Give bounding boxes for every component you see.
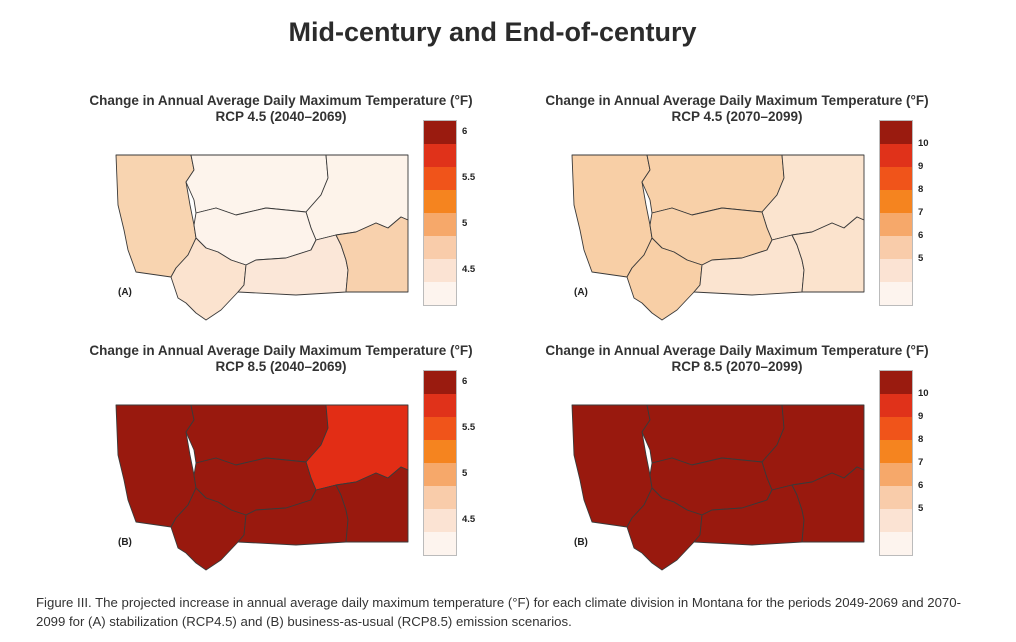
legend-swatch (424, 167, 456, 190)
legend-swatch (880, 167, 912, 190)
legend-swatch (880, 236, 912, 259)
legend-tick-label: 5 (918, 252, 924, 264)
legend-swatch (880, 440, 912, 463)
climate-division-nc (185, 404, 329, 466)
panel-title-line1: Change in Annual Average Daily Maximum T… (545, 93, 929, 108)
map-panel-rcp45-mid: Change in Annual Average Daily Maximum T… (66, 93, 516, 333)
legend-swatch (880, 532, 912, 555)
legend-swatch (880, 371, 912, 394)
legend-tick-label: 5 (462, 468, 468, 479)
legend-swatch (880, 463, 912, 486)
legend-tick-label: 6 (918, 479, 924, 491)
legend-swatch (880, 121, 912, 144)
color-legend (879, 370, 913, 556)
map-panel-rcp85-end: Change in Annual Average Daily Maximum T… (522, 343, 972, 583)
panel-title-line1: Change in Annual Average Daily Maximum T… (545, 343, 929, 358)
legend-swatch (880, 144, 912, 167)
legend-swatch (424, 144, 456, 167)
panel-title-line2: RCP 8.5 (2040–2069) (215, 359, 347, 374)
legend-swatch (880, 190, 912, 213)
panel-letter: (B) (574, 537, 588, 548)
panel-title: Change in Annual Average Daily Maximum T… (66, 343, 496, 375)
page-title: Mid-century and End-of-century (288, 17, 697, 47)
montana-climate-division-map (115, 404, 409, 571)
legend-swatch (424, 509, 456, 532)
legend-tick-label: 5 (918, 502, 924, 514)
legend-swatch (424, 190, 456, 213)
panel-title-line2: RCP 4.5 (2070–2099) (671, 109, 803, 124)
panel-letter: (B) (118, 537, 132, 548)
panel-title-line1: Change in Annual Average Daily Maximum T… (89, 93, 473, 108)
legend-swatch (424, 394, 456, 417)
legend-swatch (424, 213, 456, 236)
panel-title: Change in Annual Average Daily Maximum T… (522, 93, 952, 125)
panel-title-line2: RCP 4.5 (2040–2069) (215, 109, 347, 124)
legend-swatch (880, 509, 912, 532)
panel-letter: (A) (118, 287, 132, 298)
panel-title-line1: Change in Annual Average Daily Maximum T… (89, 343, 473, 358)
legend-swatch (424, 371, 456, 394)
legend-tick-label: 4.5 (462, 264, 476, 275)
legend-swatch (424, 532, 456, 555)
color-legend (423, 370, 457, 556)
legend-tick-label: 7 (918, 456, 924, 468)
montana-climate-division-map (571, 154, 865, 321)
legend-tick-label: 10 (918, 387, 929, 399)
legend-swatch (424, 463, 456, 486)
legend-tick-label: 6 (462, 376, 468, 387)
climate-division-se (335, 216, 409, 293)
legend-swatch (880, 417, 912, 440)
legend-swatch (424, 440, 456, 463)
panel-title: Change in Annual Average Daily Maximum T… (66, 93, 496, 125)
legend-tick-label: 6 (918, 229, 924, 241)
climate-division-se (791, 216, 865, 293)
color-legend (879, 120, 913, 306)
legend-swatch (880, 282, 912, 305)
legend-swatch (880, 486, 912, 509)
climate-division-nc (641, 154, 785, 216)
legend-tick-label: 4.5 (462, 514, 476, 525)
legend-swatch (424, 282, 456, 305)
climate-division-nc (641, 404, 785, 466)
legend-tick-label: 9 (918, 410, 924, 422)
legend-tick-label: 10 (918, 137, 929, 149)
legend-tick-label: 6 (462, 126, 468, 137)
panel-title-line2: RCP 8.5 (2070–2099) (671, 359, 803, 374)
legend-swatch (880, 213, 912, 236)
legend-tick-label: 9 (918, 160, 924, 172)
legend-swatch (424, 417, 456, 440)
legend-swatch (424, 121, 456, 144)
montana-climate-division-map (571, 404, 865, 571)
legend-swatch (880, 259, 912, 282)
figure-caption: Figure III. The projected increase in an… (36, 595, 961, 629)
legend-swatch (424, 486, 456, 509)
legend-swatch (424, 259, 456, 282)
legend-tick-label: 5 (462, 218, 468, 229)
map-panel-rcp85-mid: Change in Annual Average Daily Maximum T… (66, 343, 516, 583)
legend-swatch (880, 394, 912, 417)
legend-tick-label: 8 (918, 183, 924, 195)
color-legend (423, 120, 457, 306)
legend-tick-label: 7 (918, 206, 924, 218)
panel-title: Change in Annual Average Daily Maximum T… (522, 343, 952, 375)
panel-letter: (A) (574, 287, 588, 298)
montana-climate-division-map (115, 154, 409, 321)
climate-division-se (791, 466, 865, 543)
legend-tick-label: 8 (918, 433, 924, 445)
climate-division-se (335, 466, 409, 543)
legend-swatch (424, 236, 456, 259)
climate-division-nc (185, 154, 329, 216)
map-panel-rcp45-end: Change in Annual Average Daily Maximum T… (522, 93, 972, 333)
legend-tick-label: 5.5 (462, 172, 476, 183)
legend-tick-label: 5.5 (462, 422, 476, 433)
